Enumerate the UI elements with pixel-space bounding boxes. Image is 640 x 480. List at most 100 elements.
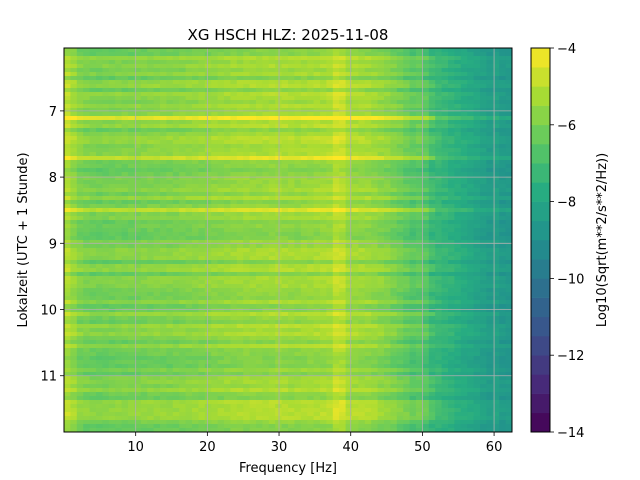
heatmap-cell [236, 148, 244, 153]
heatmap-cell [409, 184, 417, 189]
heatmap-cell [198, 272, 206, 277]
heatmap-cell [147, 228, 154, 233]
heatmap-cell [486, 156, 494, 161]
heatmap-cell [364, 240, 372, 245]
heatmap-cell [390, 312, 398, 317]
heatmap-cell [166, 96, 174, 101]
heatmap-cell [358, 244, 366, 249]
heatmap-cell [134, 232, 142, 237]
heatmap-cell [268, 80, 276, 85]
heatmap-cell [128, 100, 135, 105]
heatmap-cell [371, 72, 378, 77]
heatmap-cell [320, 276, 327, 281]
heatmap-cell [217, 148, 225, 153]
heatmap-cell [192, 224, 199, 229]
heatmap-cell [249, 92, 257, 97]
heatmap-cell [115, 200, 122, 205]
heatmap-cell [262, 264, 270, 269]
heatmap-cell [300, 288, 308, 293]
heatmap-cell [281, 296, 289, 301]
heatmap-cell [352, 312, 359, 317]
heatmap-cell [480, 176, 487, 181]
heatmap-cell [480, 308, 487, 313]
heatmap-cell [224, 140, 231, 145]
heatmap-cell [492, 228, 500, 233]
heatmap-cell [268, 268, 276, 273]
heatmap-cell [403, 224, 410, 229]
heatmap-cell [256, 200, 263, 205]
heatmap-cell [230, 76, 238, 81]
heatmap-cell [326, 228, 334, 233]
heatmap-cell [153, 200, 161, 205]
heatmap-cell [140, 188, 148, 193]
heatmap-cell [409, 232, 417, 237]
heatmap-cell [294, 192, 302, 197]
heatmap-cell [486, 148, 494, 153]
heatmap-cell [96, 308, 103, 313]
heatmap-cell [224, 248, 231, 253]
heatmap-cell [268, 196, 276, 201]
heatmap-cell [185, 220, 193, 225]
heatmap-cell [128, 296, 135, 301]
heatmap-cell [358, 328, 366, 333]
heatmap-cell [288, 188, 295, 193]
heatmap-cell [179, 80, 186, 85]
heatmap-cell [364, 256, 372, 261]
heatmap-cell [288, 136, 295, 141]
heatmap-cell [448, 312, 455, 317]
heatmap-cell [140, 64, 148, 69]
heatmap-cell [64, 196, 71, 201]
heatmap-cell [396, 240, 404, 245]
heatmap-cell [345, 308, 353, 313]
heatmap-cell [435, 116, 442, 121]
heatmap-cell [300, 320, 308, 325]
heatmap-cell [377, 60, 385, 65]
heatmap-cell [262, 180, 270, 185]
heatmap-cell [243, 196, 250, 201]
heatmap-cell [371, 300, 378, 305]
heatmap-cells [64, 48, 513, 433]
heatmap-cell [230, 168, 238, 173]
heatmap-cell [70, 160, 78, 165]
heatmap-cell [64, 72, 71, 77]
heatmap-cell [396, 152, 404, 157]
heatmap-cell [467, 300, 474, 305]
heatmap-cell [428, 304, 436, 309]
heatmap-cell [441, 132, 449, 137]
heatmap-cell [390, 240, 398, 245]
heatmap-cell [134, 136, 142, 141]
heatmap-cell [249, 300, 257, 305]
heatmap-cell [364, 212, 372, 217]
heatmap-cell [294, 252, 302, 257]
heatmap-cell [102, 88, 110, 93]
heatmap-cell [70, 244, 78, 249]
heatmap-cell [384, 140, 391, 145]
heatmap-cell [140, 192, 148, 197]
heatmap-cell [140, 228, 148, 233]
heatmap-cell [358, 48, 366, 53]
heatmap-cell [83, 288, 90, 293]
heatmap-cell [128, 208, 135, 213]
heatmap-cell [140, 120, 148, 125]
heatmap-cell [300, 240, 308, 245]
heatmap-cell [364, 280, 372, 285]
heatmap-cell [441, 84, 449, 89]
heatmap-cell [243, 304, 250, 309]
heatmap-cell [134, 208, 142, 213]
heatmap-cell [128, 332, 135, 337]
heatmap-cell [441, 152, 449, 157]
heatmap-cell [409, 264, 417, 269]
heatmap-cell [473, 236, 481, 241]
heatmap-cell [300, 248, 308, 253]
heatmap-cell [486, 192, 494, 197]
heatmap-cell [345, 328, 353, 333]
heatmap-cell [76, 196, 84, 201]
heatmap-cell [64, 204, 71, 209]
heatmap-cell [102, 76, 110, 81]
heatmap-cell [505, 80, 513, 85]
heatmap-cell [115, 288, 122, 293]
heatmap-cell [499, 160, 506, 165]
heatmap-cell [358, 292, 366, 297]
heatmap-cell [448, 164, 455, 169]
heatmap-cell [230, 300, 238, 305]
